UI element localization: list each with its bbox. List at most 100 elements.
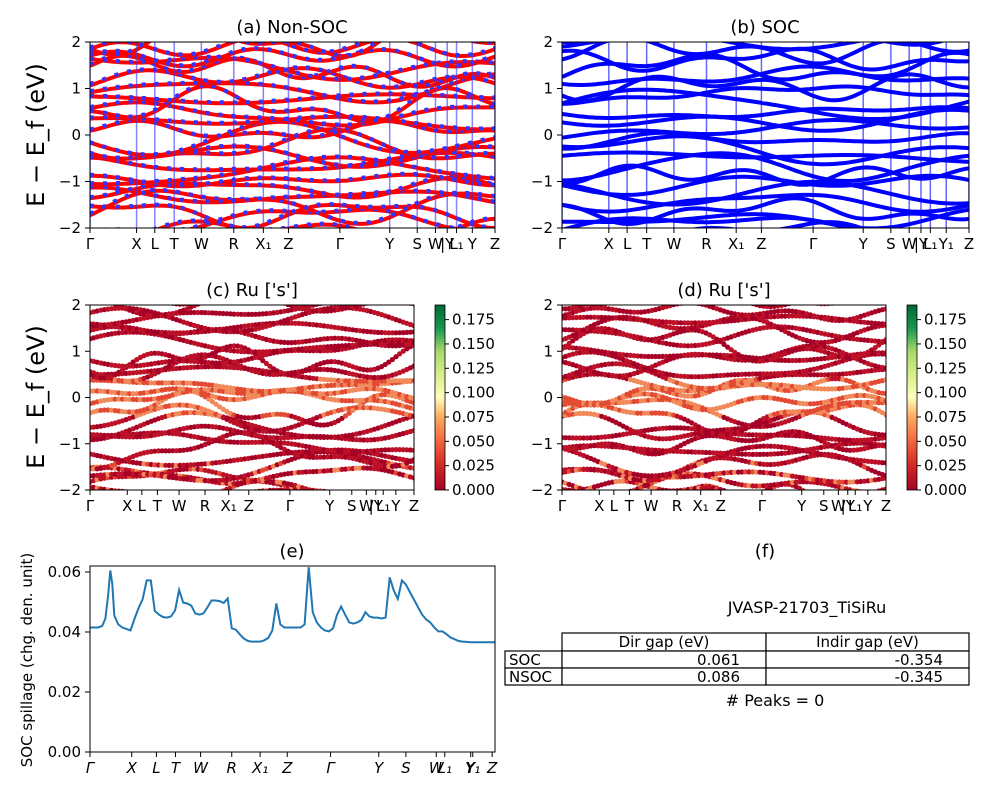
- projection-point: [210, 493, 215, 498]
- projection-point: [116, 396, 122, 402]
- projection-point: [595, 305, 601, 307]
- band-line: [562, 130, 969, 151]
- projection-point: [804, 401, 810, 407]
- projection-point: [729, 492, 734, 497]
- projection-point: [876, 296, 881, 301]
- projection-point: [746, 469, 752, 475]
- projection-point: [343, 398, 349, 404]
- projection-point: [660, 289, 665, 294]
- projection-point: [844, 298, 849, 303]
- projection-point: [617, 286, 622, 291]
- projection-point: [667, 290, 672, 295]
- projection-point: [242, 311, 248, 317]
- projection-point: [353, 378, 359, 384]
- projection-point: [98, 296, 103, 301]
- projection-point: [188, 500, 193, 505]
- projection-point: [789, 357, 796, 364]
- panel-c-title: (c) Ru ['s']: [206, 280, 298, 301]
- projection-point: [375, 296, 380, 301]
- projection-point: [646, 290, 651, 295]
- panel-a-ylabel: E − E_f (eV): [22, 63, 50, 207]
- projection-point: [862, 296, 867, 301]
- projection-point: [199, 423, 205, 429]
- projection-point: [390, 491, 395, 496]
- projection-point: [368, 378, 374, 384]
- projection-point: [865, 296, 870, 301]
- projection-point: [318, 488, 323, 490]
- projection-point: [159, 380, 165, 386]
- xtick-label: Γ: [286, 497, 295, 515]
- xtick-label: Γ: [86, 235, 95, 253]
- projection-point: [584, 314, 590, 320]
- xtick-label: L: [138, 497, 147, 515]
- xtick-label: Y: [858, 235, 869, 253]
- projection-point: [386, 298, 391, 303]
- ytick-label: −2: [59, 481, 81, 499]
- projection-point: [354, 296, 359, 301]
- projection-point: [779, 495, 784, 500]
- projection-point: [173, 330, 179, 336]
- projection-point: [227, 329, 233, 335]
- projection-point: [801, 298, 806, 303]
- projection-point: [199, 300, 204, 305]
- projection-point: [858, 296, 863, 301]
- projection-point: [747, 494, 752, 499]
- projection-point: [757, 394, 763, 401]
- projection-point: [389, 356, 395, 363]
- projection-point: [166, 462, 172, 468]
- band-line: [562, 134, 969, 167]
- xtick-label: W: [667, 235, 682, 253]
- projection-point: [213, 360, 219, 366]
- projection-point: [98, 296, 103, 301]
- projection-point: [639, 291, 644, 296]
- band-line: [562, 42, 865, 52]
- xtick-label: X: [131, 235, 141, 253]
- projection-point: [105, 294, 110, 299]
- projection-point: [347, 296, 352, 301]
- projection-point: [804, 299, 809, 304]
- xtick-label: L₁: [449, 235, 463, 253]
- projection-point: [260, 439, 266, 445]
- projection-point: [559, 297, 564, 302]
- xtick-label: |Y: [914, 235, 929, 253]
- projection-point: [603, 291, 608, 296]
- projection-point: [703, 385, 709, 391]
- projection-point: [91, 293, 96, 298]
- projection-point: [729, 490, 734, 495]
- projection-point: [102, 295, 107, 300]
- projection-point: [336, 293, 341, 298]
- projection-point: [581, 486, 587, 490]
- projection-point: [721, 488, 727, 490]
- projection-point: [350, 296, 355, 301]
- projection-point: [127, 290, 132, 295]
- projection-point: [808, 298, 813, 303]
- projection-point: [811, 493, 816, 498]
- projection-point: [314, 299, 319, 304]
- projection-point: [851, 297, 856, 302]
- projection-point: [624, 285, 629, 290]
- projection-point: [393, 298, 398, 303]
- projection-point: [310, 305, 316, 308]
- band-line: [562, 64, 969, 87]
- projection-point: [685, 388, 691, 394]
- projection-point: [332, 298, 337, 303]
- projection-point: [145, 293, 150, 298]
- projection-point: [368, 293, 373, 298]
- projection-point: [793, 300, 798, 305]
- projection-point: [797, 297, 802, 302]
- projection-point: [346, 382, 352, 388]
- projection-point: [361, 378, 367, 384]
- projection-point: [790, 295, 795, 300]
- projection-point: [743, 495, 748, 500]
- projection-point: [883, 473, 886, 479]
- band-line: [562, 173, 969, 197]
- projection-point: [210, 502, 215, 507]
- projection-point: [323, 489, 325, 490]
- projection-point: [191, 305, 197, 309]
- projection-point: [883, 442, 886, 448]
- projection-point: [739, 494, 744, 499]
- projection-point: [411, 363, 414, 369]
- projection-point: [660, 509, 665, 514]
- projection-point: [397, 299, 402, 304]
